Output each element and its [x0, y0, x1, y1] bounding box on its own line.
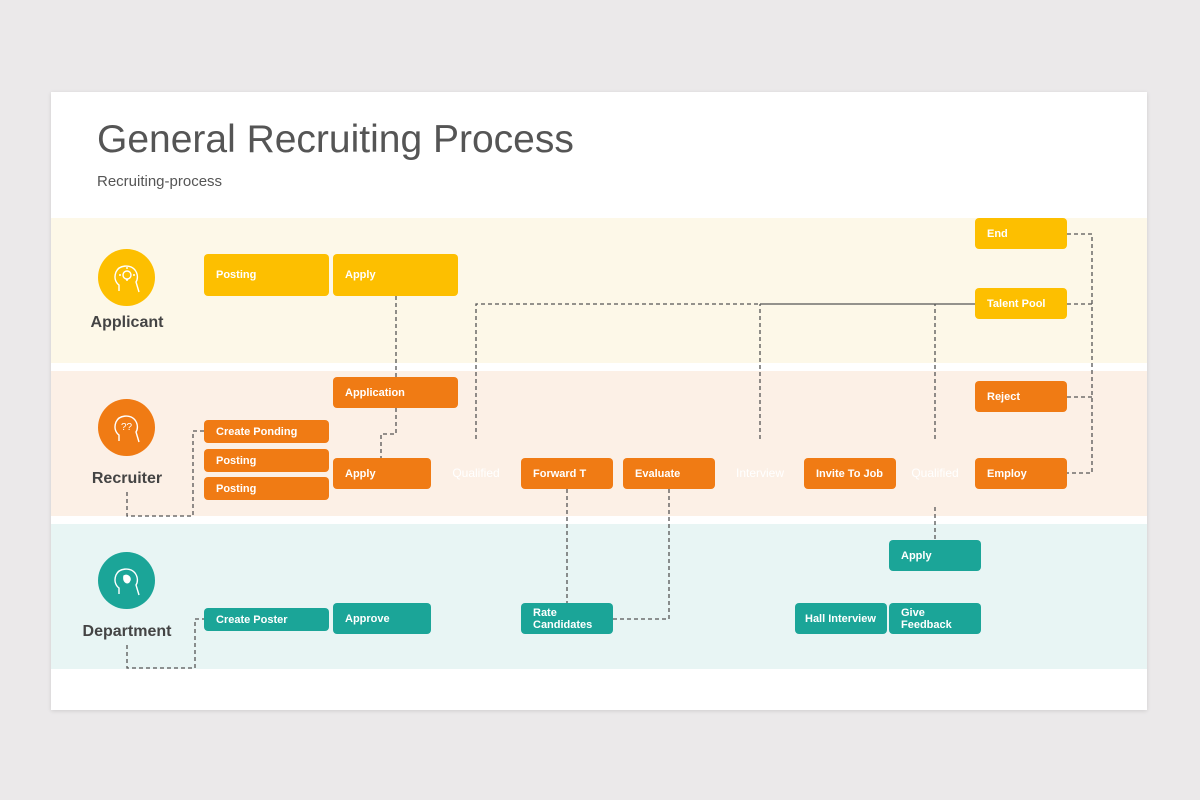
node-employ[interactable]: Employ	[975, 458, 1067, 489]
page-title: General Recruiting Process	[97, 118, 574, 161]
node-apply[interactable]: Apply	[889, 540, 981, 571]
svg-text:??: ??	[121, 422, 133, 433]
lane-label-applicant: Applicant	[90, 314, 164, 331]
node-apply[interactable]: Apply	[333, 254, 458, 296]
node-create-ponding[interactable]: Create Ponding	[204, 420, 329, 443]
node-evaluate[interactable]: Evaluate	[623, 458, 715, 489]
head-lightbulb-icon	[98, 249, 155, 306]
node-posting[interactable]: Posting	[204, 254, 329, 296]
node-talent-pool[interactable]: Talent Pool	[975, 288, 1067, 319]
node-apply[interactable]: Apply	[333, 458, 431, 489]
node-create-poster[interactable]: Create Poster	[204, 608, 329, 631]
node-application[interactable]: Application	[333, 377, 458, 408]
node-invite-to-job[interactable]: Invite To Job	[804, 458, 896, 489]
lane-label-department: Department	[82, 623, 172, 640]
head-profile-icon	[98, 552, 155, 609]
decision-label: Qualified	[911, 466, 959, 480]
node-posting[interactable]: Posting	[204, 449, 329, 472]
node-hall-interview[interactable]: Hall Interview	[795, 603, 887, 634]
lane-label-recruiter: Recruiter	[91, 470, 163, 487]
decision-interview[interactable]: Interview	[726, 439, 794, 507]
decision-label: Interview	[735, 466, 785, 480]
node-reject[interactable]: Reject	[975, 381, 1067, 412]
node-end[interactable]: End	[975, 218, 1067, 249]
node-posting[interactable]: Posting	[204, 477, 329, 500]
page-subtitle: Recruiting-process	[97, 173, 223, 190]
node-rate-candidates[interactable]: Rate Candidates	[521, 603, 613, 634]
node-approve[interactable]: Approve	[333, 603, 431, 634]
decision-qualified[interactable]: Qualified	[901, 439, 969, 507]
head-question-icon: ??	[98, 399, 155, 456]
decision-label: Qualified	[452, 466, 500, 480]
node-forward[interactable]: Forward T	[521, 458, 613, 489]
decision-qualified[interactable]: Qualified	[442, 439, 510, 507]
node-give-feedback[interactable]: Give Feedback	[889, 603, 981, 634]
